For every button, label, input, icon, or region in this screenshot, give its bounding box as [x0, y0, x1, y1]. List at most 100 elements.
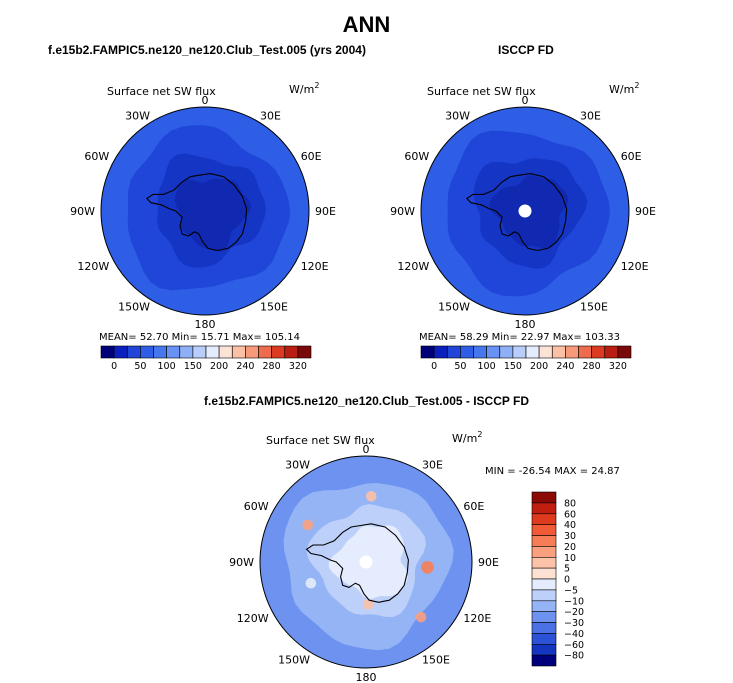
longitude-label: 90E — [478, 556, 499, 569]
map-boundary — [100, 106, 310, 316]
colorbar-tick-label: 0 — [564, 575, 570, 586]
longitude-label: 150W — [118, 301, 150, 314]
colorbar-tick-label: 50 — [134, 361, 146, 372]
colorbar-tick-label: −40 — [564, 629, 584, 640]
longitude-label: 120E — [463, 612, 491, 625]
colorbar-tick-label: 60 — [564, 509, 576, 520]
longitude-label: 120W — [237, 612, 269, 625]
colorbar-tick-label: 40 — [564, 520, 576, 531]
colorbar-tick-label: 240 — [236, 361, 254, 372]
colorbar-cell — [538, 345, 553, 359]
polar-map-3: 0 30E 60E 90E 120E 150E 180 150W 120W 90W 60W 30W Su… — [229, 430, 499, 683]
map-boundary — [259, 455, 473, 669]
colorbar-cell — [512, 345, 527, 359]
colorbar-tick-label: 10 — [564, 553, 576, 564]
anomaly-patch — [366, 490, 377, 502]
colorbar-cell — [604, 345, 619, 359]
longitude-label: 180 — [356, 671, 377, 683]
longitude-label: 30E — [422, 459, 443, 472]
colorbar-cell — [578, 345, 592, 359]
colorbar-tick-label: 280 — [263, 361, 281, 372]
longitude-label: 90W — [70, 205, 95, 218]
colorbar-tick-label: −80 — [564, 651, 584, 662]
colorbar-tick-label: 50 — [454, 361, 466, 372]
longitude-label: 150W — [438, 301, 470, 314]
colorbar-tick-label: 320 — [289, 361, 307, 372]
colorbar-cell — [591, 345, 605, 359]
units-label: W/m2 — [289, 81, 319, 96]
longitude-label: 90E — [635, 205, 656, 218]
colorbar-cell — [531, 502, 557, 515]
colorbar-cell — [192, 345, 207, 359]
longitude-label: 60E — [301, 150, 322, 163]
colorbar-tick-label: 20 — [564, 542, 576, 553]
variable-label: Surface net SW flux — [266, 434, 375, 447]
longitude-label: 60E — [463, 500, 484, 513]
longitude-label: 180 — [515, 318, 536, 331]
longitude-label: 120W — [397, 260, 429, 273]
colorbar-cell — [179, 345, 194, 359]
anomaly-patch — [305, 577, 317, 589]
coastline — [465, 173, 568, 252]
colorbar-cell — [433, 345, 448, 359]
colorbar-cell — [525, 345, 540, 359]
colorbar-cell — [473, 345, 487, 359]
colorbar-cell — [565, 345, 579, 359]
colorbar-cell — [486, 345, 501, 359]
colorbar-cell — [127, 345, 141, 359]
map-field — [101, 107, 309, 315]
colorbar-tick-label: 30 — [564, 531, 576, 542]
variable-label: Surface net SW flux — [107, 85, 216, 98]
colorbar-1: MEAN= 52.70 Min= 15.71 Max= 105.14 0 50 100… — [99, 332, 312, 372]
colorbar-tick-label: −60 — [564, 640, 584, 651]
colorbar-cell — [100, 345, 115, 359]
longitude-label: 120E — [621, 260, 649, 273]
colorbar-tick-label: 100 — [478, 361, 496, 372]
longitude-label: 60W — [404, 150, 429, 163]
colorbar-tick-label: −30 — [564, 618, 584, 629]
colorbar-cell — [531, 622, 557, 634]
colorbar-cell — [218, 345, 233, 359]
colorbar-cell — [531, 556, 557, 569]
longitude-label: 30E — [260, 109, 281, 122]
colorbar-cell — [531, 491, 557, 504]
longitude-label: 30W — [125, 109, 150, 122]
longitude-label: 150E — [580, 301, 608, 314]
longitude-label: 60E — [621, 150, 642, 163]
colorbar-cell — [245, 345, 259, 359]
colorbar-cell — [531, 546, 557, 558]
colorbar-cell — [140, 345, 154, 359]
longitude-label: 90E — [315, 205, 336, 218]
panel-2-title: ISCCP FD — [498, 43, 554, 57]
colorbar-cell — [166, 345, 181, 359]
colorbar-cell — [531, 535, 557, 547]
longitude-label: 120W — [77, 260, 109, 273]
longitude-label: 150E — [422, 653, 450, 666]
colorbar-tick-label: 280 — [583, 361, 601, 372]
anomaly-patch — [302, 519, 314, 531]
colorbar-cell — [205, 345, 220, 359]
longitude-label: 180 — [195, 318, 216, 331]
colorbar-cell — [113, 345, 128, 359]
colorbar-tick-label: 200 — [530, 361, 548, 372]
colorbar-tick-label: 0 — [431, 361, 437, 372]
colorbar-cell — [531, 600, 557, 612]
longitude-label: 60W — [84, 150, 109, 163]
colorbar-tick-label: 5 — [564, 564, 570, 575]
colorbar-cell — [446, 345, 461, 359]
longitude-label: 150W — [278, 653, 310, 666]
colorbar-tick-label: 150 — [184, 361, 202, 372]
longitude-label: 0 — [363, 443, 370, 456]
pole-gap — [359, 555, 373, 569]
longitude-label: 0 — [202, 94, 209, 107]
polar-map-2: 0 30E 60E 90E 120E 150E 180 150W 120W 90W 60W 30W Su… — [390, 81, 656, 331]
colorbar-cell — [531, 633, 557, 645]
longitude-label: 90W — [229, 556, 254, 569]
colorbar-tick-label: 80 — [564, 498, 576, 509]
colorbar-cell — [297, 345, 312, 359]
colorbar-tick-label: 320 — [609, 361, 627, 372]
colorbar-cell — [232, 345, 246, 359]
colorbar-cell — [551, 345, 566, 359]
